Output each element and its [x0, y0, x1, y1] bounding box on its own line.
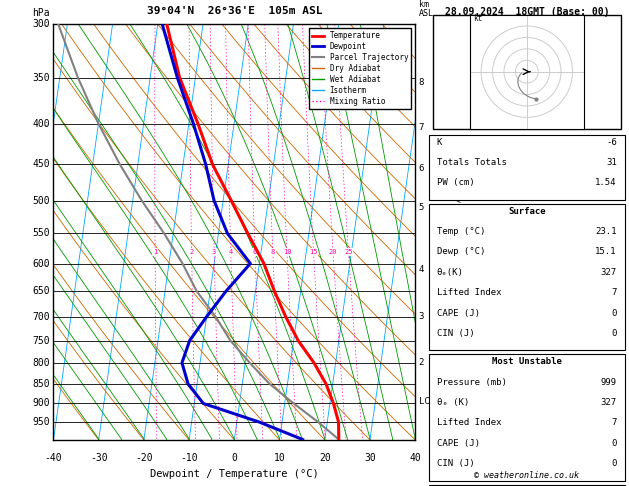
- Bar: [433, 15, 621, 129]
- Text: CIN (J): CIN (J): [437, 459, 474, 469]
- Text: 650: 650: [32, 286, 50, 296]
- Text: -40: -40: [45, 453, 62, 463]
- Text: θₑ (K): θₑ (K): [437, 398, 469, 407]
- Text: 40: 40: [409, 453, 421, 463]
- Text: kt: kt: [473, 15, 482, 23]
- FancyBboxPatch shape: [429, 485, 625, 486]
- Text: Lifted Index: Lifted Index: [437, 418, 501, 428]
- Text: 1.54: 1.54: [595, 178, 617, 188]
- Text: 6: 6: [419, 164, 424, 173]
- Text: Lifted Index: Lifted Index: [437, 288, 501, 297]
- Text: Temp (°C): Temp (°C): [437, 227, 485, 236]
- Text: km
ASL: km ASL: [419, 0, 434, 18]
- Text: Totals Totals: Totals Totals: [437, 158, 507, 167]
- Text: 0: 0: [231, 453, 237, 463]
- Text: 5: 5: [419, 203, 424, 212]
- Text: 8: 8: [419, 78, 424, 87]
- Text: 2: 2: [189, 249, 194, 255]
- Text: 23.1: 23.1: [595, 227, 617, 236]
- Text: 15.1: 15.1: [595, 247, 617, 257]
- Text: © weatheronline.co.uk: © weatheronline.co.uk: [474, 471, 579, 480]
- Text: 3: 3: [212, 249, 216, 255]
- Text: 7: 7: [611, 418, 617, 428]
- Text: 20: 20: [329, 249, 337, 255]
- Text: 0: 0: [611, 329, 617, 338]
- Text: 950: 950: [32, 417, 50, 427]
- Text: 350: 350: [32, 72, 50, 83]
- Text: Surface: Surface: [508, 207, 545, 216]
- Text: 20: 20: [319, 453, 331, 463]
- Text: Mixing Ratio (g/kg): Mixing Ratio (g/kg): [454, 181, 463, 283]
- Text: -20: -20: [135, 453, 153, 463]
- FancyBboxPatch shape: [429, 354, 625, 481]
- Text: 0: 0: [611, 309, 617, 318]
- Text: PW (cm): PW (cm): [437, 178, 474, 188]
- Text: 750: 750: [32, 335, 50, 346]
- Text: -6: -6: [606, 138, 617, 147]
- Text: CAPE (J): CAPE (J): [437, 309, 480, 318]
- Text: 2: 2: [419, 358, 424, 367]
- Text: 10: 10: [274, 453, 286, 463]
- FancyBboxPatch shape: [429, 135, 625, 200]
- Text: -30: -30: [90, 453, 108, 463]
- Text: 7: 7: [611, 288, 617, 297]
- Text: -10: -10: [181, 453, 198, 463]
- Text: 25: 25: [344, 249, 353, 255]
- Text: 3: 3: [419, 312, 424, 321]
- Text: CIN (J): CIN (J): [437, 329, 474, 338]
- Text: 600: 600: [32, 259, 50, 269]
- Text: CAPE (J): CAPE (J): [437, 439, 480, 448]
- Text: Most Unstable: Most Unstable: [492, 357, 562, 366]
- Text: LCL: LCL: [419, 397, 435, 406]
- Text: θₑ(K): θₑ(K): [437, 268, 464, 277]
- Text: 400: 400: [32, 119, 50, 129]
- Text: 30: 30: [364, 453, 376, 463]
- Text: 39°04'N  26°36'E  105m ASL: 39°04'N 26°36'E 105m ASL: [147, 6, 322, 16]
- Text: 450: 450: [32, 159, 50, 169]
- Text: 800: 800: [32, 358, 50, 368]
- Text: 550: 550: [32, 228, 50, 239]
- Text: 0: 0: [611, 459, 617, 469]
- Text: 999: 999: [601, 378, 617, 387]
- Text: 327: 327: [601, 268, 617, 277]
- Text: Dewpoint / Temperature (°C): Dewpoint / Temperature (°C): [150, 469, 319, 479]
- Text: 300: 300: [32, 19, 50, 29]
- Text: 850: 850: [32, 379, 50, 389]
- Text: 6: 6: [253, 249, 257, 255]
- Text: 7: 7: [419, 123, 424, 132]
- FancyBboxPatch shape: [429, 204, 625, 350]
- Text: 700: 700: [32, 312, 50, 322]
- Text: 0: 0: [611, 439, 617, 448]
- Text: 500: 500: [32, 195, 50, 206]
- Text: 1: 1: [153, 249, 157, 255]
- Text: 31: 31: [606, 158, 617, 167]
- Text: 15: 15: [309, 249, 318, 255]
- Text: 4: 4: [419, 265, 424, 274]
- Text: Dewp (°C): Dewp (°C): [437, 247, 485, 257]
- Text: 10: 10: [282, 249, 291, 255]
- Text: hPa: hPa: [32, 8, 50, 18]
- Text: 4: 4: [228, 249, 233, 255]
- Text: 900: 900: [32, 399, 50, 408]
- Text: K: K: [437, 138, 442, 147]
- Text: Pressure (mb): Pressure (mb): [437, 378, 507, 387]
- Text: 327: 327: [601, 398, 617, 407]
- Text: 8: 8: [270, 249, 275, 255]
- Text: 28.09.2024  18GMT (Base: 00): 28.09.2024 18GMT (Base: 00): [445, 7, 609, 17]
- Legend: Temperature, Dewpoint, Parcel Trajectory, Dry Adiabat, Wet Adiabat, Isotherm, Mi: Temperature, Dewpoint, Parcel Trajectory…: [309, 28, 411, 109]
